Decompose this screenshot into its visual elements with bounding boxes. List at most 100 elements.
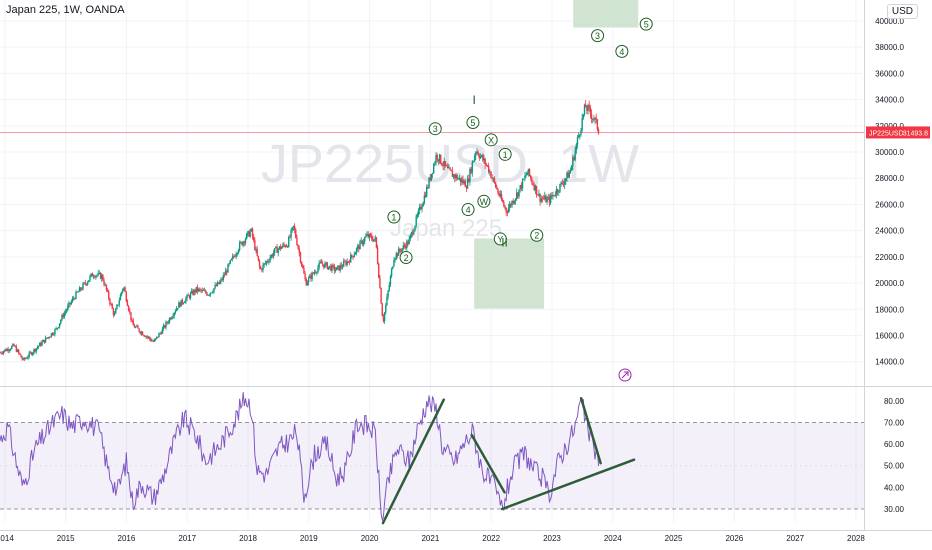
candle-body xyxy=(173,312,175,317)
candle-body xyxy=(313,272,316,274)
wave-label[interactable]: Y xyxy=(493,232,507,246)
candle-body xyxy=(326,262,329,270)
candle-body xyxy=(14,345,16,347)
candle-body xyxy=(409,235,412,239)
candle-body xyxy=(18,349,20,353)
wave-label[interactable]: 5 xyxy=(466,116,480,130)
target-zone[interactable] xyxy=(474,238,545,309)
candle-body xyxy=(530,175,532,179)
candle-body xyxy=(60,320,62,324)
candle-body xyxy=(348,261,351,263)
candle-body xyxy=(465,186,468,189)
candle-body xyxy=(466,178,469,189)
candle-body xyxy=(351,254,353,257)
candle-body xyxy=(470,168,472,173)
candle-body xyxy=(44,337,47,343)
currency-badge[interactable]: USD xyxy=(886,4,918,19)
price-tick-label: 26000.0 xyxy=(875,200,904,209)
candle-body xyxy=(420,206,422,210)
wave-label[interactable]: 2 xyxy=(399,251,413,265)
candle-body xyxy=(85,283,88,285)
candle-body xyxy=(369,234,372,236)
candle-body xyxy=(404,246,407,249)
candle-body xyxy=(164,325,166,328)
candle-body xyxy=(461,179,463,183)
candle-body xyxy=(563,181,566,185)
candle-body xyxy=(55,328,57,330)
candle-body xyxy=(193,289,195,295)
candle-body xyxy=(387,290,389,297)
candle-body xyxy=(374,237,376,240)
wave-label[interactable]: 1 xyxy=(498,147,512,161)
price-tag[interactable]: JP225USD 31493.8 xyxy=(866,126,930,139)
candle-body xyxy=(539,193,541,202)
wave-label-circle xyxy=(387,210,401,224)
candle-body xyxy=(396,253,399,256)
time-tick-label: 2026 xyxy=(725,534,743,543)
time-tick-label: 2022 xyxy=(482,534,500,543)
candle-body xyxy=(209,292,212,295)
candle-body xyxy=(102,274,104,281)
candle-body xyxy=(5,349,7,352)
wave-label[interactable]: 2 xyxy=(530,228,544,242)
candle-body xyxy=(10,346,13,350)
rsi-trendline[interactable] xyxy=(470,433,506,494)
candle-body xyxy=(115,309,117,314)
candle-body xyxy=(568,172,571,178)
wave-label-text: Y xyxy=(497,234,503,244)
candle-body xyxy=(501,199,504,203)
candle-body xyxy=(533,185,535,191)
wave-label[interactable]: 1 xyxy=(387,210,401,224)
wave-label[interactable]: 5 xyxy=(639,17,653,31)
target-zone[interactable] xyxy=(573,0,639,28)
candle-body xyxy=(42,339,44,342)
candle-body xyxy=(265,261,268,264)
time-tick-label: 2020 xyxy=(361,534,379,543)
alert-icon[interactable] xyxy=(618,368,632,382)
candle-body xyxy=(284,245,286,247)
candle-body xyxy=(213,288,215,292)
wave-label[interactable]: 3 xyxy=(428,122,442,136)
rsi-tick-label: 40.00 xyxy=(884,483,905,492)
candle-body xyxy=(147,336,150,338)
candle-body xyxy=(240,242,242,243)
candle-body xyxy=(583,104,586,115)
wave-label-text: X xyxy=(488,135,494,145)
candle-body xyxy=(13,344,15,346)
candle-body xyxy=(542,198,545,200)
candle-body xyxy=(129,310,131,313)
wave-label[interactable]: X xyxy=(484,133,498,147)
candle-body xyxy=(124,287,126,292)
candle-body xyxy=(318,262,320,268)
candle-body xyxy=(477,151,479,156)
candle-body xyxy=(184,302,186,303)
candle-body xyxy=(49,336,51,338)
rsi-trendline[interactable] xyxy=(500,458,636,511)
candle-body xyxy=(486,165,489,166)
candle-body xyxy=(95,275,97,278)
candle-body xyxy=(595,117,597,120)
wave-label[interactable]: 4 xyxy=(615,44,629,58)
candle-body xyxy=(443,161,445,166)
time-tick-label: 2025 xyxy=(665,534,683,543)
candle-body xyxy=(584,104,587,108)
wave-label[interactable]: 3 xyxy=(591,29,605,43)
rsi-trendline[interactable] xyxy=(381,398,446,525)
price-tick-label: 30000.0 xyxy=(875,148,904,157)
candle-body xyxy=(516,192,518,199)
price-tag-symbol: JP225USD xyxy=(869,130,904,137)
candle-body xyxy=(27,356,29,359)
candle-body xyxy=(58,323,61,328)
candle-body xyxy=(549,195,552,203)
candle-body xyxy=(547,197,549,199)
time-tick-label: 2018 xyxy=(239,534,257,543)
wave-label[interactable]: 4 xyxy=(461,203,475,217)
candle-body xyxy=(558,191,560,193)
candle-body xyxy=(23,358,26,360)
candle-body xyxy=(344,261,346,263)
candle-body xyxy=(582,114,585,118)
rsi-trendline[interactable] xyxy=(579,396,602,465)
wave-label[interactable]: W xyxy=(477,194,491,208)
candle-body xyxy=(291,227,293,231)
wave-label-text: 4 xyxy=(466,205,471,215)
